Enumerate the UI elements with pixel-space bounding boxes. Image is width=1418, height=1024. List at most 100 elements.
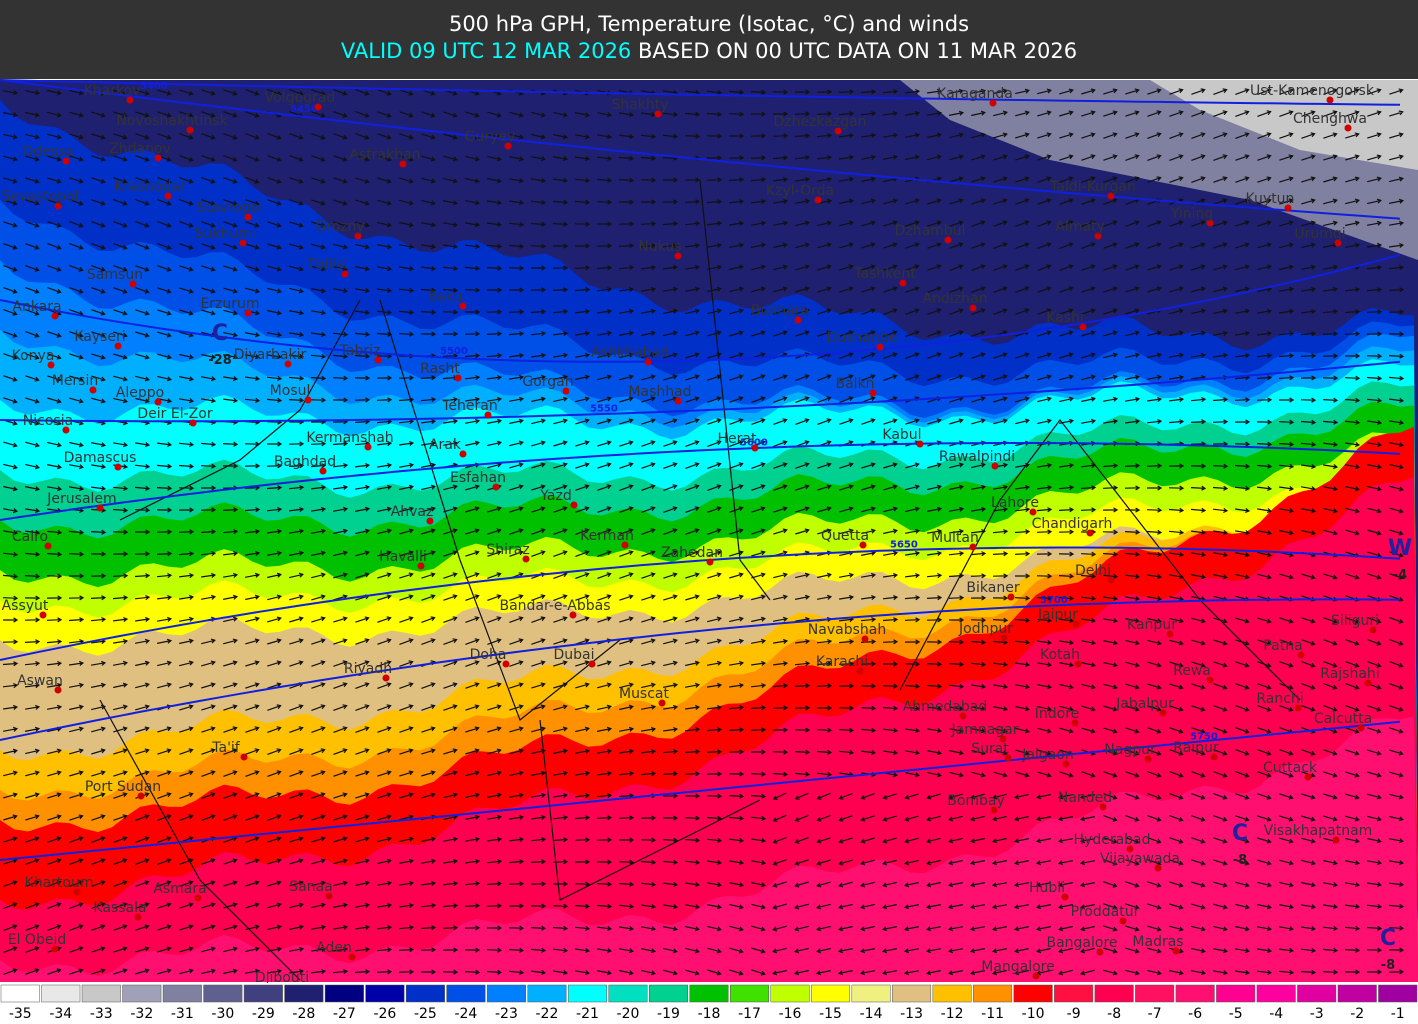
city-label: Kanpur — [1127, 617, 1177, 633]
city-dot — [154, 154, 162, 162]
city-label: Jabalpur — [1115, 696, 1174, 712]
city-label: Tabriz — [339, 343, 381, 359]
city-dot — [244, 213, 252, 221]
city-dot — [1304, 773, 1312, 781]
city-dot — [1107, 576, 1115, 584]
city-label: Ranchi — [1256, 691, 1303, 707]
contour-label: 5450 — [290, 104, 318, 115]
colorbar-label: -4 — [1269, 1006, 1283, 1022]
city-dot — [1000, 634, 1008, 642]
colorbar-label: -22 — [536, 1006, 559, 1022]
colorbar-label: -33 — [90, 1006, 113, 1022]
city-label: Aleppo — [116, 385, 164, 401]
city-label: Kotah — [1040, 647, 1080, 663]
city-dot — [244, 309, 252, 317]
city-label: Ta'if — [211, 740, 241, 756]
colorbar-label: -31 — [171, 1006, 194, 1022]
city-label: Aswan — [17, 673, 63, 689]
city-label: Indore — [1035, 706, 1080, 722]
city-label: Kerman — [580, 528, 634, 544]
city-label: Doha — [470, 647, 507, 663]
colorbar-swatch — [527, 984, 567, 1003]
city-label: Teheran — [441, 398, 497, 414]
colorbar-label: -23 — [495, 1006, 518, 1022]
contour-label: 5550 — [590, 403, 618, 414]
city-dot — [1074, 660, 1082, 668]
city-label: Karaganda — [937, 86, 1013, 102]
city-label: Hyderabad — [1074, 832, 1151, 848]
colorbar-swatch — [1216, 984, 1256, 1003]
city-dot — [189, 419, 197, 427]
colorbar-swatch — [608, 984, 648, 1003]
city-label: Jalgaon — [1021, 747, 1074, 763]
city-label: Asmara — [153, 881, 206, 897]
city-dot — [39, 611, 47, 619]
city-dot — [588, 660, 596, 668]
city-dot — [62, 426, 70, 434]
city-label: Samsun — [87, 267, 143, 283]
city-dot — [1029, 508, 1037, 516]
city-label: Dzhezkazgan — [773, 114, 866, 130]
city-label: Surat — [971, 741, 1009, 757]
city-dot — [492, 483, 500, 491]
based-time: BASED ON 00 UTC DATA ON 11 MAR 2026 — [637, 39, 1078, 63]
city-label: Nicosia — [23, 413, 73, 429]
colorbar-label: -10 — [1022, 1006, 1045, 1022]
city-label: Dzhambul — [895, 223, 966, 239]
city-label: Jamnagar — [950, 722, 1018, 738]
city-label: Mashhad — [628, 384, 691, 400]
city-label: Madras — [1132, 934, 1183, 950]
city-dot — [990, 806, 998, 814]
colorbar-label: -18 — [698, 1006, 721, 1022]
city-label: Cairo — [12, 529, 48, 545]
city-dot — [417, 562, 425, 570]
city-dot — [44, 542, 52, 550]
city-label: Yazd — [539, 488, 571, 504]
city-label: Shiraz — [486, 542, 529, 558]
colorbar-swatch — [243, 984, 283, 1003]
city-dot — [570, 501, 578, 509]
city-dot — [876, 343, 884, 351]
city-dot — [916, 440, 924, 448]
city-dot — [1206, 219, 1214, 227]
colorbar-swatch — [41, 984, 81, 1003]
city-label: Delhi — [1075, 563, 1111, 579]
colorbar-label: -14 — [860, 1006, 883, 1022]
colorbar-label: -12 — [941, 1006, 964, 1022]
city-label: Baku — [428, 289, 463, 305]
colorbar-label: -34 — [49, 1006, 72, 1022]
city-label: Siliguri — [1331, 613, 1379, 629]
city-dot — [1107, 192, 1115, 200]
colorbar-swatch — [1175, 984, 1215, 1003]
city-dot — [644, 358, 652, 366]
city-label: Aden — [316, 940, 352, 956]
city-label: Deir El-Zor — [137, 406, 212, 422]
city-dot — [562, 387, 570, 395]
city-dot — [194, 894, 202, 902]
city-label: Mersin — [52, 373, 99, 389]
city-label: Rajshahi — [1320, 666, 1379, 682]
city-dot — [459, 450, 467, 458]
city-label: Ust-Kamenogorsk — [1250, 83, 1375, 99]
extremum-value: -8 — [1233, 853, 1247, 868]
city-dot — [47, 361, 55, 369]
city-dot — [1284, 204, 1292, 212]
header: 500 hPa GPH, Temperature (Isotac, °C) an… — [0, 0, 1418, 79]
city-dot — [374, 356, 382, 364]
city-label: Ankara — [12, 299, 61, 315]
colorbar-swatch — [892, 984, 932, 1003]
colorbar-swatch — [122, 984, 162, 1003]
city-dot — [1154, 864, 1162, 872]
city-dot — [114, 463, 122, 471]
city-label: Calcutta — [1314, 711, 1372, 727]
colorbar-swatch — [203, 984, 243, 1003]
city-label: Port Sudan — [85, 779, 161, 795]
colorbar-label: -19 — [657, 1006, 680, 1022]
colorbar-label: -20 — [617, 1006, 640, 1022]
city-dot — [325, 892, 333, 900]
city-dot — [96, 504, 104, 512]
border-lines — [99, 179, 1301, 981]
extremum-symbol: C — [1380, 926, 1396, 951]
city-dot — [899, 279, 907, 287]
city-label: Dubai — [553, 647, 594, 663]
